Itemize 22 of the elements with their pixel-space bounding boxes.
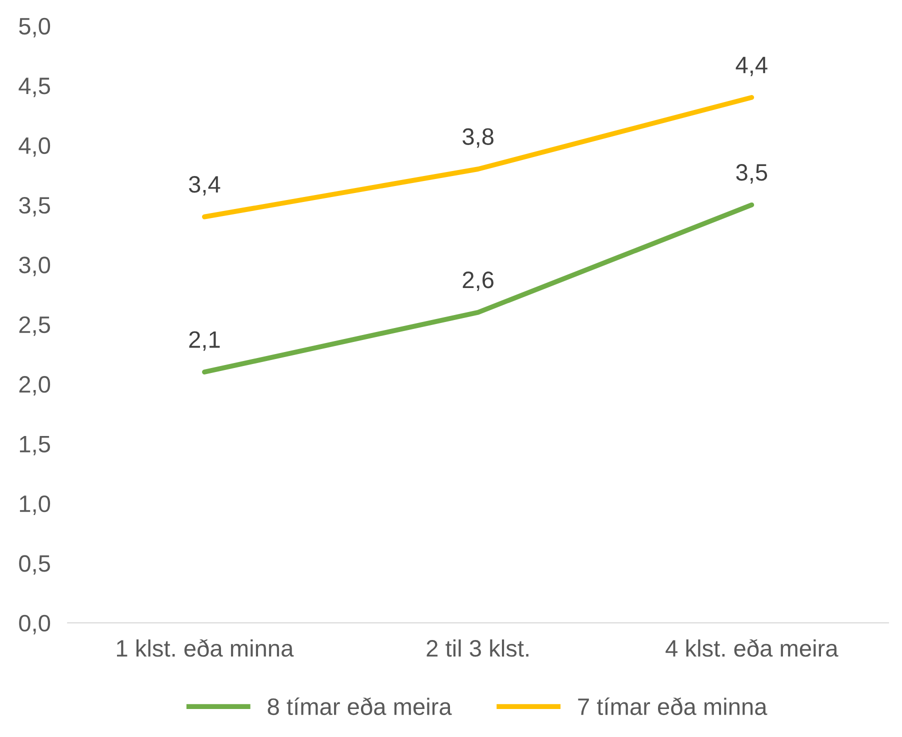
- y-tick-label: 5,0: [19, 18, 50, 38]
- data-label: 2,6: [462, 272, 494, 292]
- data-label: 2,1: [189, 331, 220, 351]
- legend-label: 8 tímar eða meira: [268, 697, 452, 716]
- x-tick-label: 2 til 3 klst.: [426, 639, 528, 657]
- y-tick-label: 0,5: [19, 555, 50, 575]
- y-tick-label: 4,5: [18, 78, 50, 98]
- legend-label: 7 tímar eða minna: [578, 697, 768, 716]
- y-tick-label: 0,0: [19, 614, 50, 634]
- data-label: 3,4: [188, 176, 220, 196]
- y-tick-label: 3,0: [19, 256, 50, 276]
- y-tick-label: 1,0: [20, 495, 50, 515]
- y-tick-label: 3,5: [19, 196, 50, 216]
- y-tick-label: 1,5: [20, 436, 50, 456]
- y-tick-label: 2,5: [19, 316, 50, 336]
- y-tick-label: 4,0: [18, 137, 50, 157]
- x-tick-label: 4 klst. eða meira: [666, 639, 838, 657]
- y-tick-label: 2,0: [19, 376, 50, 396]
- data-label: 3,8: [462, 128, 494, 148]
- data-label: 4,4: [736, 56, 768, 76]
- data-label: 3,5: [736, 164, 768, 184]
- x-tick-label: 1 klst. eða minna: [117, 639, 294, 657]
